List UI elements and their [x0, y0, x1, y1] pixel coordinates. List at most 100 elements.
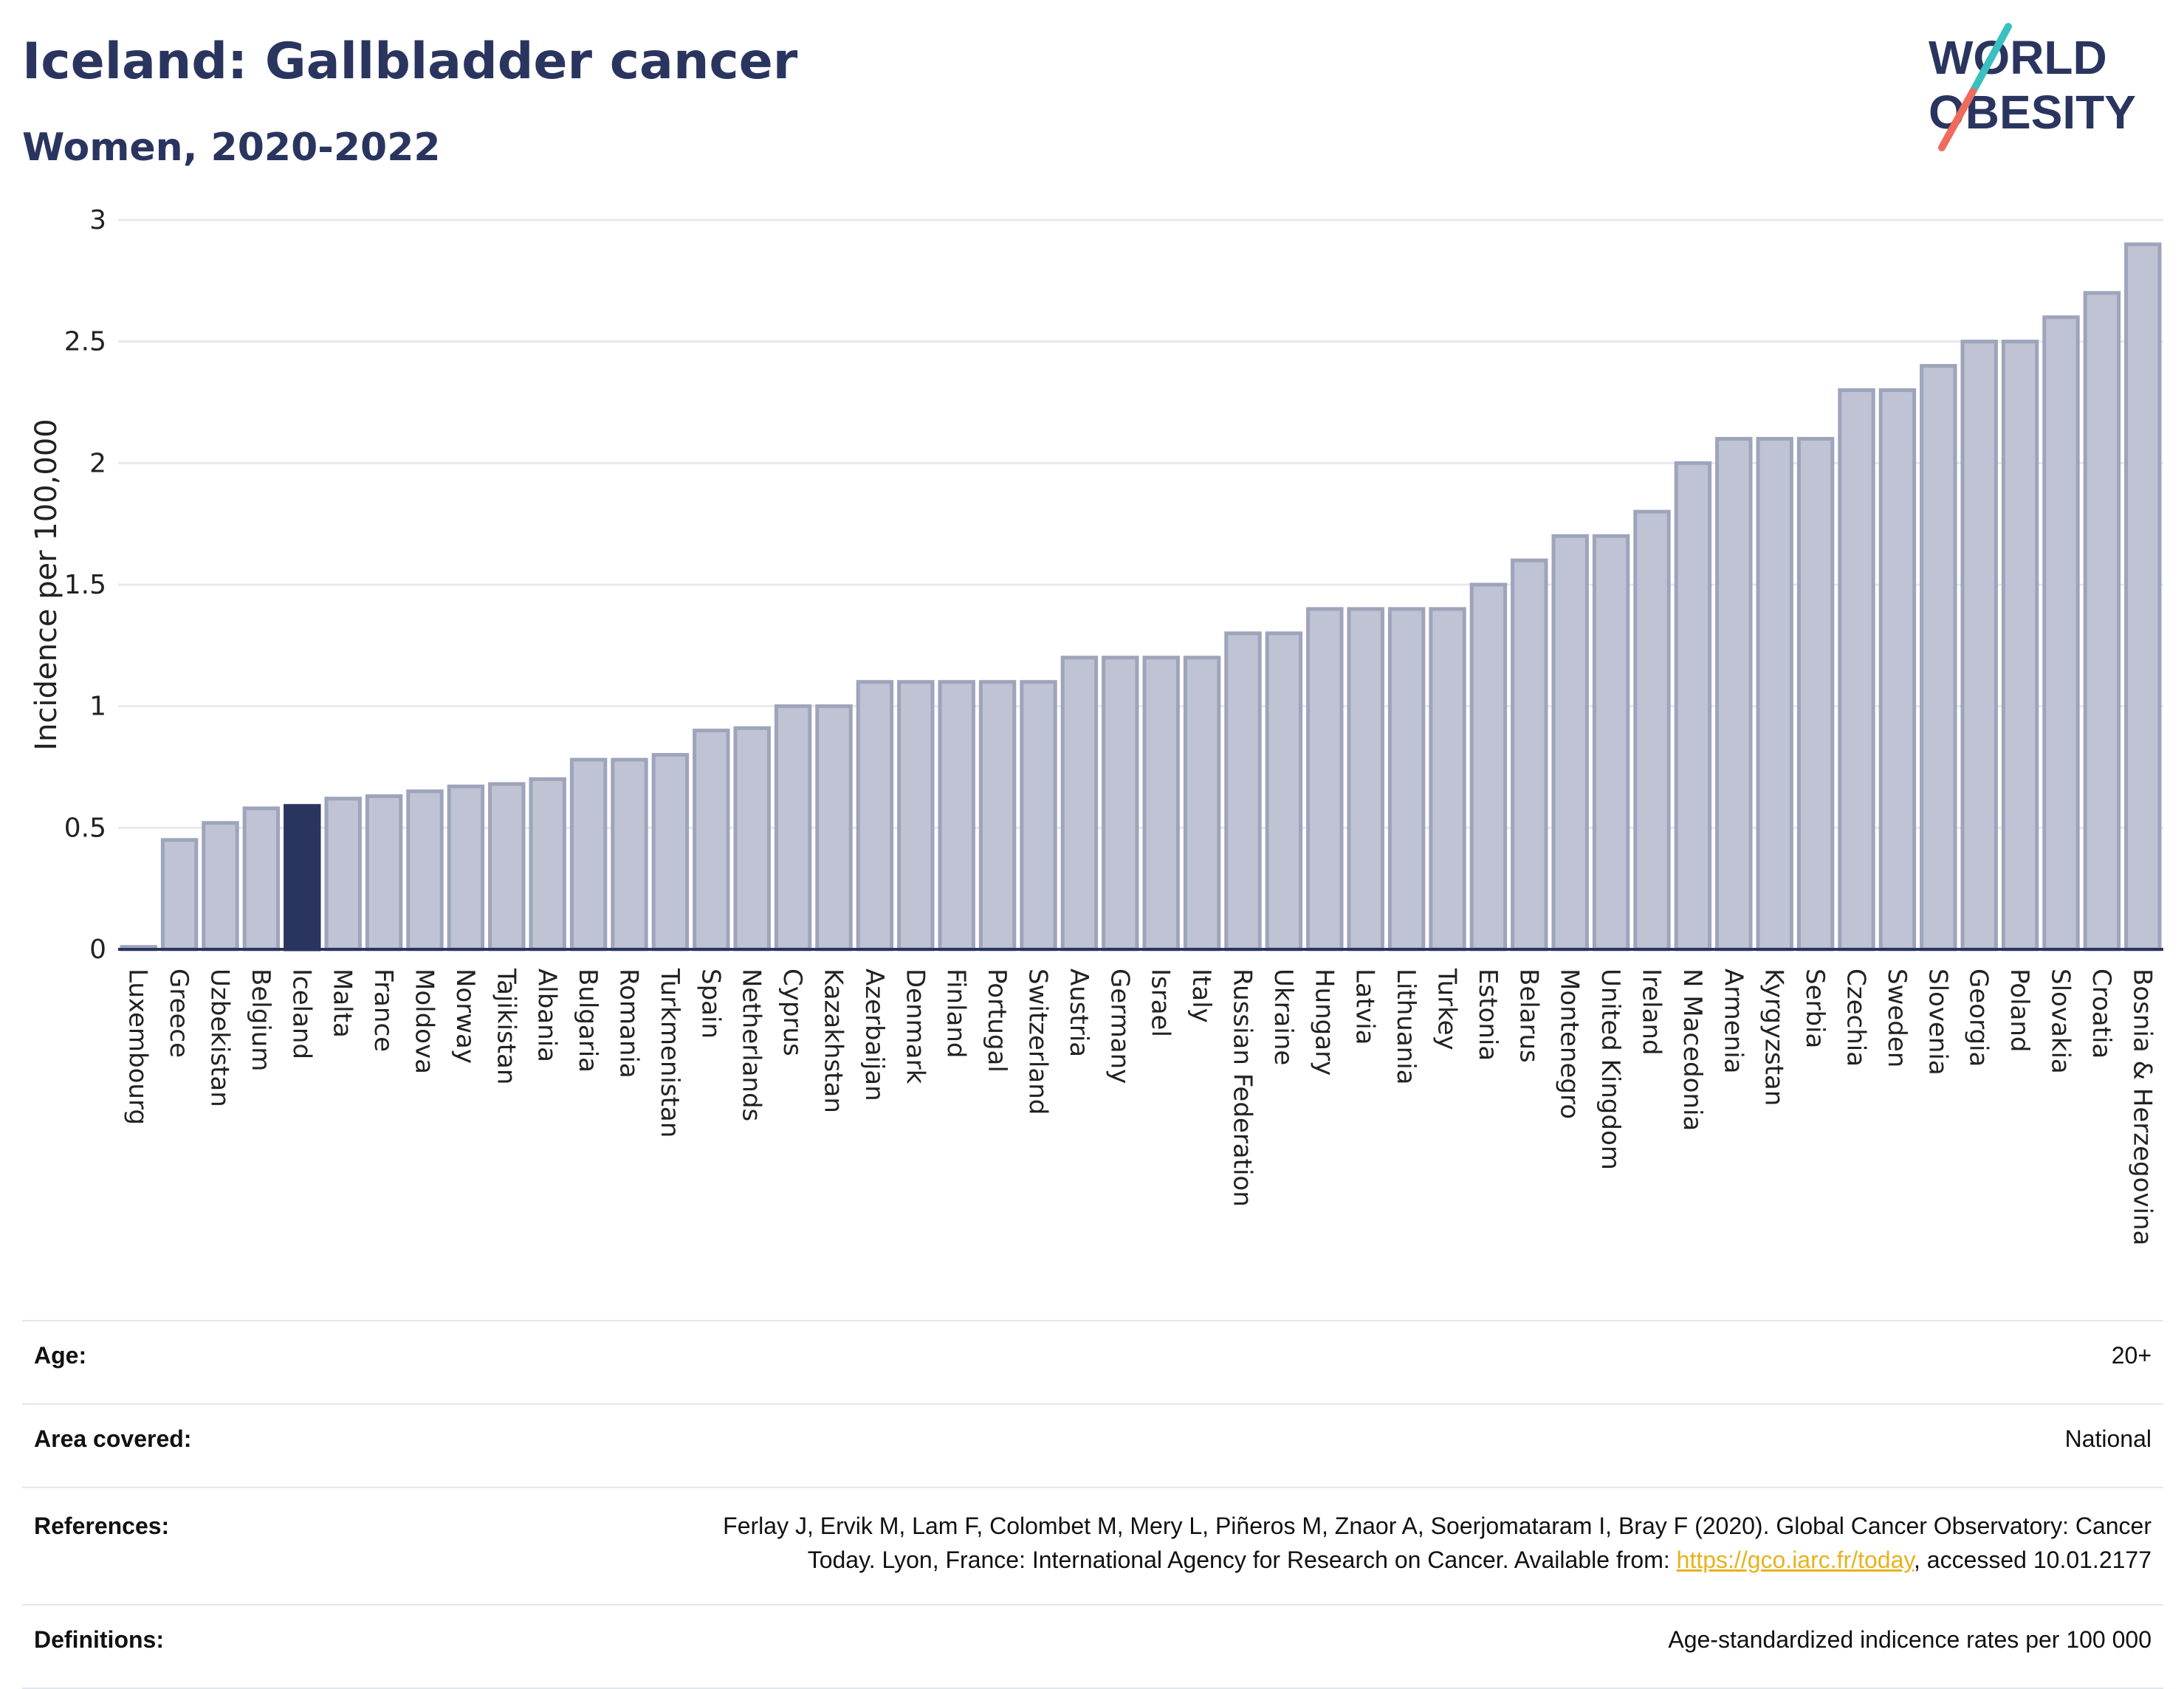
bar: [242, 806, 281, 952]
bar: [1224, 631, 1262, 952]
bar: [324, 797, 362, 952]
x-tick-label: Georgia: [1964, 969, 1994, 1067]
info-row-age: Age: 20+: [22, 1320, 2163, 1404]
x-tick-label: Montenegro: [1555, 969, 1584, 1119]
bar: [1960, 340, 1998, 952]
x-tick-label: Germany: [1105, 969, 1134, 1084]
bar: [1511, 558, 1548, 952]
x-tick-label: Uzbekistan: [205, 969, 235, 1107]
x-tick-label: Spain: [696, 969, 725, 1039]
info-row-area: Area covered: National: [22, 1403, 2163, 1487]
x-tick-label: N Macedonia: [1678, 969, 1707, 1131]
info-table: Age: 20+ Area covered: National Referenc…: [22, 1320, 2163, 1689]
x-tick-label: Bulgaria: [573, 969, 602, 1073]
x-tick-label: Lithuania: [1391, 969, 1421, 1084]
x-tick-label: France: [368, 969, 398, 1052]
x-tick-label: Slovenia: [1923, 969, 1952, 1076]
x-tick-label: Bosnia & Herzegovina: [2127, 969, 2157, 1245]
references-link[interactable]: https://gco.iarc.fr/today: [1676, 1547, 1914, 1573]
y-tick-label: 2.5: [64, 327, 106, 357]
bar: [1265, 631, 1303, 952]
bar: [488, 782, 526, 952]
bar: [1796, 436, 1835, 952]
x-tick-label: Cyprus: [777, 969, 807, 1056]
x-tick-label: Italy: [1187, 969, 1216, 1023]
references-line2-post: , accessed 10.01.2177: [1913, 1547, 2152, 1573]
y-axis-label: Incidence per 100,000: [30, 419, 63, 751]
bar: [569, 757, 608, 952]
definitions-label: Definitions:: [22, 1604, 552, 1689]
bar: [1838, 388, 1875, 952]
x-tick-label: Croatia: [2087, 969, 2116, 1059]
bar: [1142, 656, 1180, 952]
bar: [1387, 607, 1426, 952]
bar: [2124, 242, 2162, 952]
bar: [1551, 534, 1589, 952]
bar: [2001, 340, 2039, 952]
age-value: 20+: [552, 1320, 2163, 1404]
bar: [1060, 656, 1099, 952]
logo-line1: WORLD: [1929, 31, 2107, 84]
x-tick-label: Czechia: [1841, 969, 1871, 1067]
x-tick-label: Turkey: [1432, 968, 1462, 1050]
references-line1: Ferlay J, Ervik M, Lam F, Colombet M, Me…: [723, 1513, 2152, 1539]
references-line2-pre: Today. Lyon, France: International Agenc…: [807, 1547, 1677, 1573]
x-tick-label: Kyrgyzstan: [1759, 969, 1789, 1106]
bar: [1347, 607, 1384, 952]
bar: [1102, 656, 1139, 952]
x-tick-label: Slovakia: [2046, 969, 2075, 1074]
bar: [1592, 534, 1630, 952]
x-tick-label: Portugal: [982, 969, 1012, 1073]
bar: [529, 777, 566, 952]
x-tick-label: Switzerland: [1023, 969, 1053, 1115]
bar: [897, 680, 935, 952]
chart-title: Iceland: Gallbladder cancer: [22, 32, 798, 91]
info-row-definitions: Definitions: Age-standardized indicence …: [22, 1604, 2163, 1689]
bar: [2042, 315, 2080, 952]
age-label: Age:: [22, 1320, 552, 1404]
x-tick-label: Denmark: [900, 969, 930, 1084]
x-tick-label: United Kingdom: [1596, 969, 1625, 1170]
x-tick-label: Norway: [450, 969, 480, 1064]
bar: [1674, 461, 1712, 952]
y-tick-label: 3: [89, 205, 106, 235]
definitions-value: Age-standardized indicence rates per 100…: [552, 1604, 2163, 1689]
x-tick-label: Ireland: [1637, 969, 1666, 1056]
x-tick-label: Poland: [2005, 969, 2034, 1053]
x-tick-label: Sweden: [1882, 969, 1912, 1067]
y-tick-label: 0.5: [64, 813, 106, 843]
x-tick-label: Ukraine: [1268, 969, 1298, 1065]
bar: [365, 794, 403, 952]
world-obesity-logo: WORLD OBESITY: [1929, 23, 2136, 151]
bar: [1020, 680, 1057, 952]
area-value: National: [552, 1403, 2163, 1487]
x-tick-label: Romania: [614, 969, 644, 1079]
x-tick-label: Belgium: [246, 969, 275, 1071]
bar: [693, 729, 730, 952]
bar: [1306, 607, 1344, 952]
bar-chart: 0 0.5 1 1.5 2 2.5 3 Incidence per 100,000 Luxemb…: [30, 205, 2163, 1245]
y-tick-label: 0: [89, 935, 106, 965]
bar: [1429, 607, 1466, 952]
bar: [1633, 509, 1671, 952]
bar: [815, 704, 853, 952]
bar: [938, 680, 975, 952]
x-tick-label: Israel: [1146, 969, 1175, 1037]
y-tick-label: 1: [89, 692, 106, 722]
x-tick-label: Kazakhstan: [819, 969, 848, 1113]
bar: [774, 704, 812, 952]
bar: [611, 757, 648, 952]
x-tick-label: Latvia: [1350, 969, 1380, 1045]
x-tick-label: Albania: [532, 969, 562, 1062]
x-tick-label: Iceland: [286, 969, 316, 1059]
x-tick-label: Hungary: [1309, 969, 1339, 1076]
bar: [447, 784, 485, 952]
y-tick-label: 2: [89, 448, 106, 478]
area-label: Area covered:: [22, 1403, 552, 1487]
x-tick-label: Belarus: [1514, 969, 1543, 1063]
bar: [1183, 656, 1221, 952]
x-tick-label: Finland: [941, 969, 971, 1059]
bar: [202, 821, 239, 952]
bar-highlight: [284, 804, 321, 952]
bar: [2083, 291, 2121, 952]
